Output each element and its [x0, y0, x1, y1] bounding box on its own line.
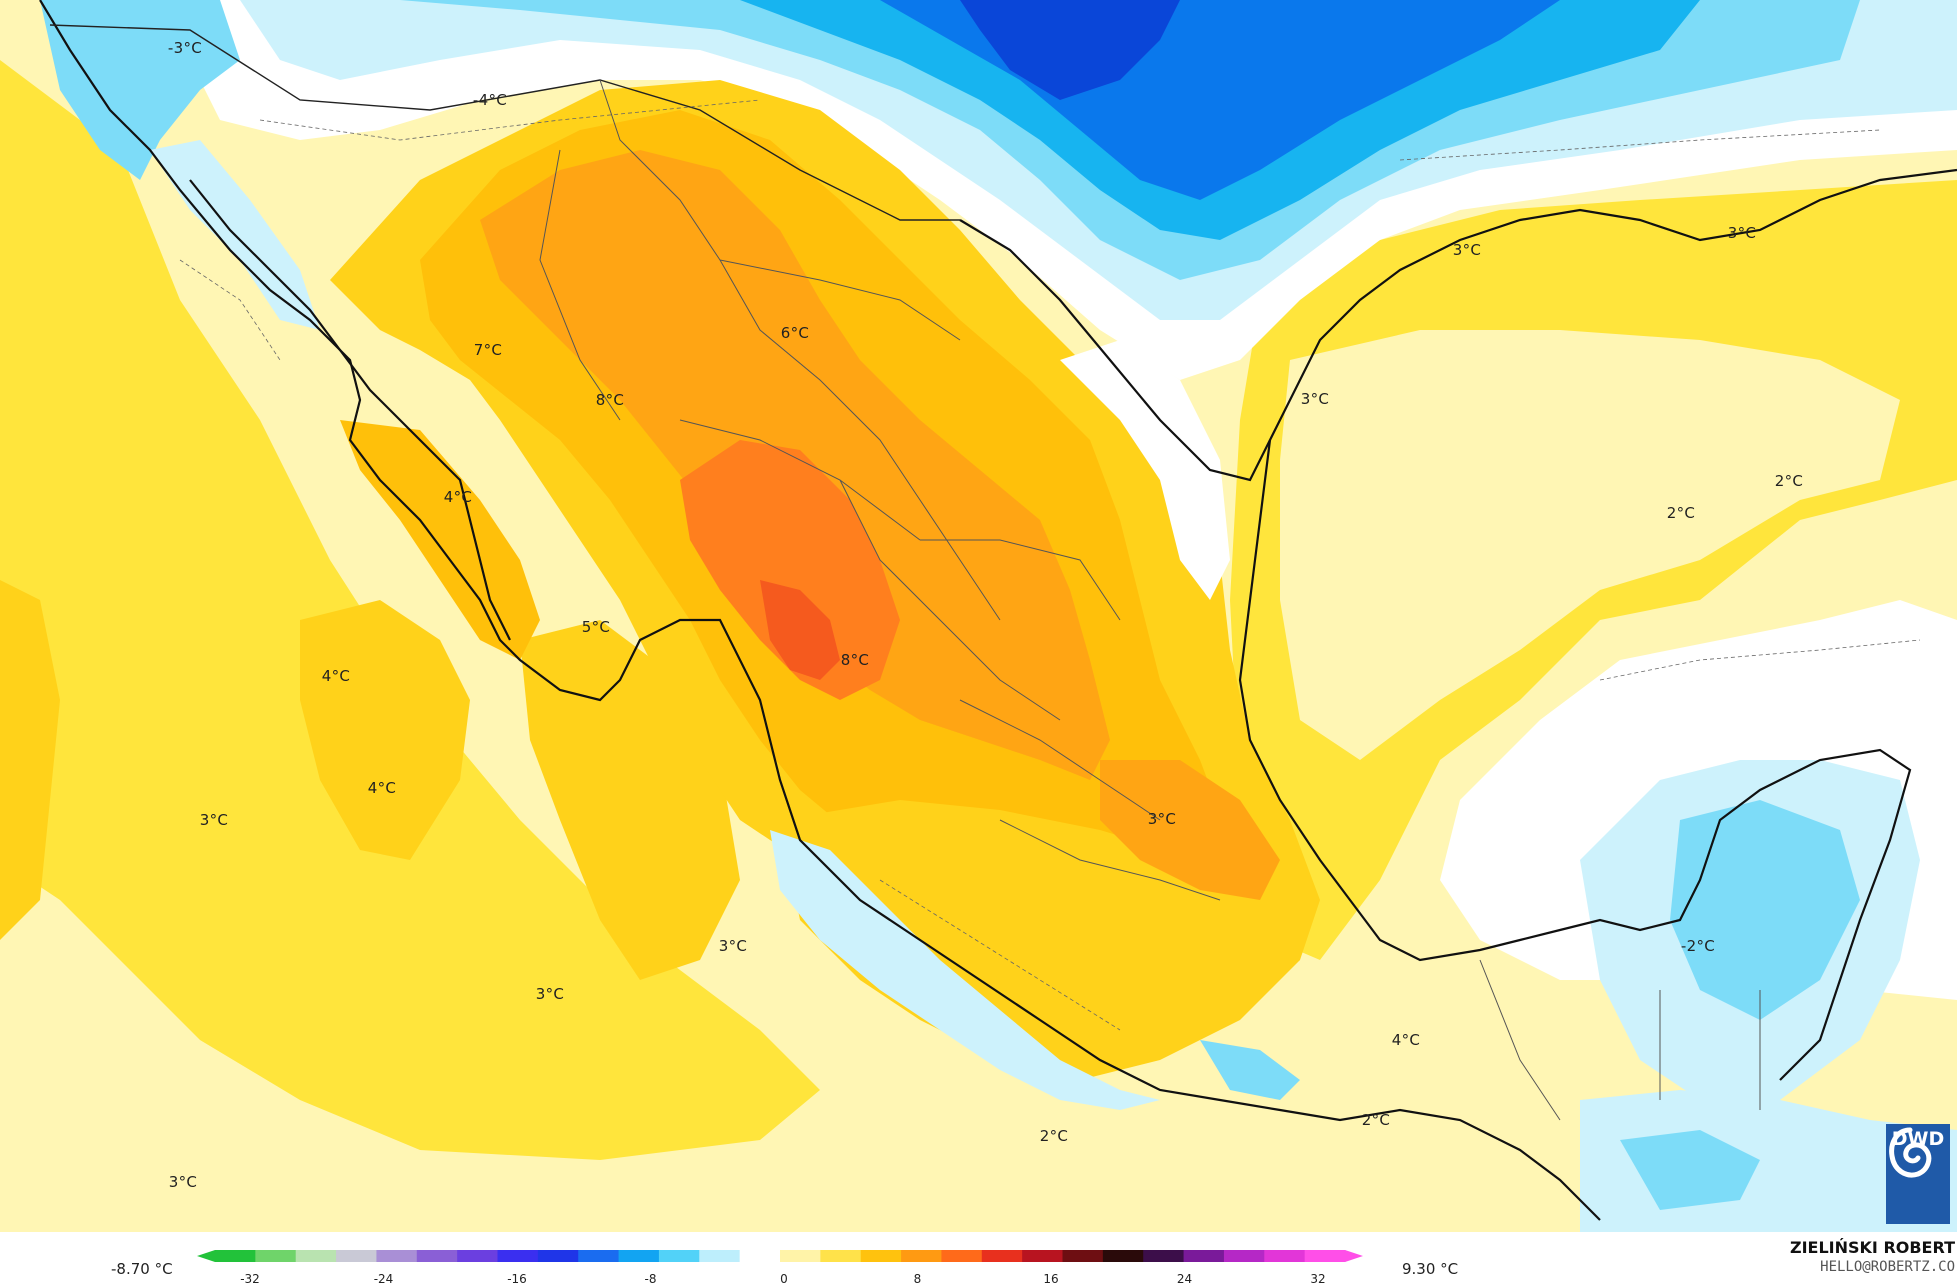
color-scale — [197, 1250, 1363, 1262]
scale-tick-label: 8 — [913, 1272, 922, 1286]
legend-min-label: -8.70 °C — [111, 1260, 173, 1278]
mexico-land-red-orange — [760, 580, 840, 680]
scale-cell — [658, 1250, 700, 1262]
scale-tick-label: 0 — [780, 1272, 788, 1286]
temp-label: 4°C — [321, 667, 351, 685]
temp-label: 8°C — [840, 651, 870, 669]
coastline-pacific — [39, 0, 1601, 1221]
temp-label: 3°C — [1727, 224, 1757, 242]
scale-cell — [901, 1250, 942, 1262]
coastline-gulf — [959, 168, 1957, 482]
scale-cell — [497, 1250, 539, 1262]
temp-label: 6°C — [780, 324, 810, 342]
scale-cell — [1304, 1250, 1346, 1262]
scale-cell — [376, 1250, 418, 1262]
scale-cell — [1062, 1250, 1104, 1262]
temp-label: -2°C — [1680, 937, 1716, 955]
scale-tick-label: 32 — [1310, 1272, 1326, 1286]
mexico-land-deep-orange — [680, 440, 900, 700]
scale-cell — [1143, 1250, 1185, 1262]
temp-label: 4°C — [1391, 1031, 1421, 1049]
scale-cell — [215, 1250, 256, 1262]
temp-label: 3°C — [199, 811, 229, 829]
temp-label: 3°C — [535, 985, 565, 1003]
central-america-cold-core — [1620, 1130, 1760, 1210]
temp-label: 8°C — [595, 391, 625, 409]
author-email: HELLO@ROBERTZ.CO — [1820, 1259, 1955, 1275]
author-name: ZIELIŃSKI ROBERT — [1789, 1238, 1955, 1257]
map-canvas — [0, 0, 1957, 1232]
scale-cell — [981, 1250, 1023, 1262]
scale-cell — [780, 1250, 821, 1262]
temp-label: -4°C — [472, 91, 508, 109]
temp-label: 2°C — [1039, 1127, 1069, 1145]
us-deep-blue-core — [960, 0, 1180, 100]
pacific-warm-zone — [0, 60, 820, 1160]
scale-cell — [336, 1250, 377, 1262]
scale-cell — [739, 1250, 781, 1262]
scale-cell — [618, 1250, 660, 1262]
scale-cell — [255, 1250, 297, 1262]
swirl-icon — [1889, 1127, 1932, 1178]
scale-left-arrow — [197, 1250, 215, 1262]
scale-cell — [578, 1250, 620, 1262]
east-coast-white — [1060, 340, 1230, 600]
temp-label: 4°C — [367, 779, 397, 797]
scale-cell — [820, 1250, 862, 1262]
scale-cell — [1183, 1250, 1225, 1262]
scale-cell — [457, 1250, 498, 1262]
legend-bar: -8.70 °C -32 -24 -16 -8 0 8 16 24 32 9.30 °C ZIE… — [0, 1232, 1957, 1287]
south-coast-cold-2 — [1200, 1040, 1300, 1100]
scale-cell — [295, 1250, 337, 1262]
temp-label: 2°C — [1666, 504, 1696, 522]
pacific-gold-patch — [0, 580, 60, 940]
temp-label: 7°C — [473, 341, 503, 359]
temp-label: 5°C — [581, 618, 611, 636]
dwd-logo: DWD — [1886, 1124, 1950, 1224]
scale-right-arrow — [1345, 1250, 1363, 1262]
scale-cell — [699, 1250, 741, 1262]
scale-cell — [416, 1250, 458, 1262]
temperature-map[interactable]: -3°C -4°C 7°C 8°C 6°C 4°C 5°C 8°C 4°C 4°… — [0, 0, 1957, 1232]
temp-label: 4°C — [443, 488, 473, 506]
isotherm-lines — [179, 99, 1921, 1031]
scale-tick-label: -32 — [240, 1272, 260, 1286]
southern-mexico-orange — [1100, 760, 1280, 900]
gulf-pale-interior — [1280, 330, 1900, 760]
scale-cell — [860, 1250, 902, 1262]
scale-cell — [1102, 1250, 1144, 1262]
scale-cell — [537, 1250, 579, 1262]
nw-cold-strip — [40, 0, 240, 180]
scale-cell — [1022, 1250, 1063, 1262]
scale-tick-label: 24 — [1176, 1272, 1193, 1286]
temp-label: -3°C — [167, 39, 203, 57]
coastline-mexico-east — [1238, 439, 1912, 1081]
dwd-logo-text: DWD — [1891, 1128, 1945, 1150]
coastline-baja-east — [189, 179, 511, 641]
temp-label: 3°C — [718, 937, 748, 955]
scale-tick-label: -24 — [373, 1272, 394, 1286]
south-coast-cold — [770, 830, 1160, 1110]
temp-label: 2°C — [1774, 472, 1804, 490]
temp-label: 2°C — [1361, 1111, 1391, 1129]
pacific-gold-patch-2 — [300, 600, 470, 860]
temp-label: 3°C — [1300, 390, 1330, 408]
legend-max-label: 9.30 °C — [1402, 1260, 1459, 1278]
scale-cell — [1264, 1250, 1306, 1262]
state-borders — [539, 79, 1761, 1121]
temp-label: 3°C — [1452, 241, 1482, 259]
scale-tick-label: -16 — [507, 1272, 527, 1286]
yucatan-cold-core — [1670, 800, 1860, 1020]
scale-tick-label: -8 — [644, 1272, 657, 1286]
temp-label: 3°C — [168, 1173, 198, 1191]
scale-cell — [941, 1250, 983, 1262]
scale-tick-label: 16 — [1043, 1272, 1059, 1286]
scale-cell — [1223, 1250, 1265, 1262]
temp-label: 3°C — [1147, 810, 1177, 828]
